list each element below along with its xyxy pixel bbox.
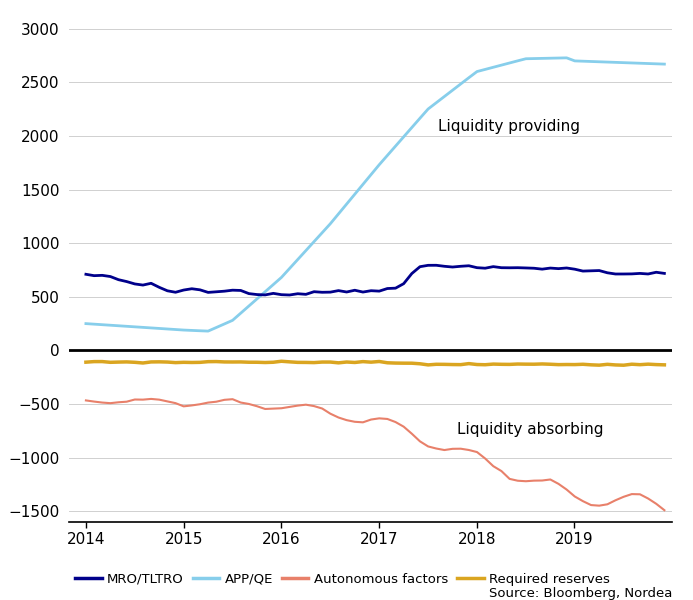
- MRO/TLTRO: [277, 291, 286, 298]
- Text: Liquidity absorbing: Liquidity absorbing: [457, 422, 604, 437]
- Required reserves: [416, 360, 424, 367]
- Required reserves: [164, 358, 172, 365]
- Required reserves: [82, 359, 90, 366]
- Line: Autonomous factors: Autonomous factors: [86, 399, 665, 510]
- Required reserves: [620, 362, 628, 369]
- Autonomous factors: [481, 455, 489, 462]
- MRO/TLTRO: [628, 270, 636, 277]
- Autonomous factors: [82, 397, 90, 404]
- MRO/TLTRO: [432, 262, 441, 269]
- Required reserves: [277, 358, 286, 365]
- Autonomous factors: [457, 445, 465, 452]
- MRO/TLTRO: [164, 287, 172, 295]
- APP/QE: [286, 265, 294, 272]
- Autonomous factors: [147, 395, 155, 403]
- MRO/TLTRO: [465, 262, 473, 269]
- Required reserves: [481, 361, 489, 368]
- Autonomous factors: [286, 403, 294, 410]
- Required reserves: [457, 361, 465, 368]
- MRO/TLTRO: [416, 263, 424, 270]
- Line: Required reserves: Required reserves: [86, 361, 665, 365]
- APP/QE: [164, 325, 172, 332]
- Autonomous factors: [229, 395, 237, 403]
- Required reserves: [628, 361, 636, 368]
- Autonomous factors: [416, 438, 424, 445]
- Line: MRO/TLTRO: MRO/TLTRO: [86, 265, 665, 295]
- Required reserves: [660, 361, 669, 368]
- APP/QE: [457, 80, 465, 88]
- APP/QE: [563, 54, 571, 61]
- APP/QE: [628, 59, 636, 67]
- Required reserves: [286, 358, 294, 365]
- Autonomous factors: [660, 506, 669, 514]
- MRO/TLTRO: [660, 270, 669, 277]
- APP/QE: [416, 115, 424, 122]
- MRO/TLTRO: [82, 271, 90, 278]
- APP/QE: [660, 61, 669, 68]
- MRO/TLTRO: [286, 292, 294, 299]
- APP/QE: [204, 328, 212, 335]
- Text: Source: Bloomberg, Nordea: Source: Bloomberg, Nordea: [489, 587, 672, 600]
- Legend: MRO/TLTRO, APP/QE, Autonomous factors, Required reserves: MRO/TLTRO, APP/QE, Autonomous factors, R…: [70, 568, 615, 591]
- Autonomous factors: [171, 400, 179, 407]
- APP/QE: [481, 66, 489, 73]
- Line: APP/QE: APP/QE: [86, 58, 665, 331]
- Text: Liquidity providing: Liquidity providing: [438, 119, 579, 134]
- APP/QE: [82, 320, 90, 327]
- MRO/TLTRO: [489, 263, 498, 270]
